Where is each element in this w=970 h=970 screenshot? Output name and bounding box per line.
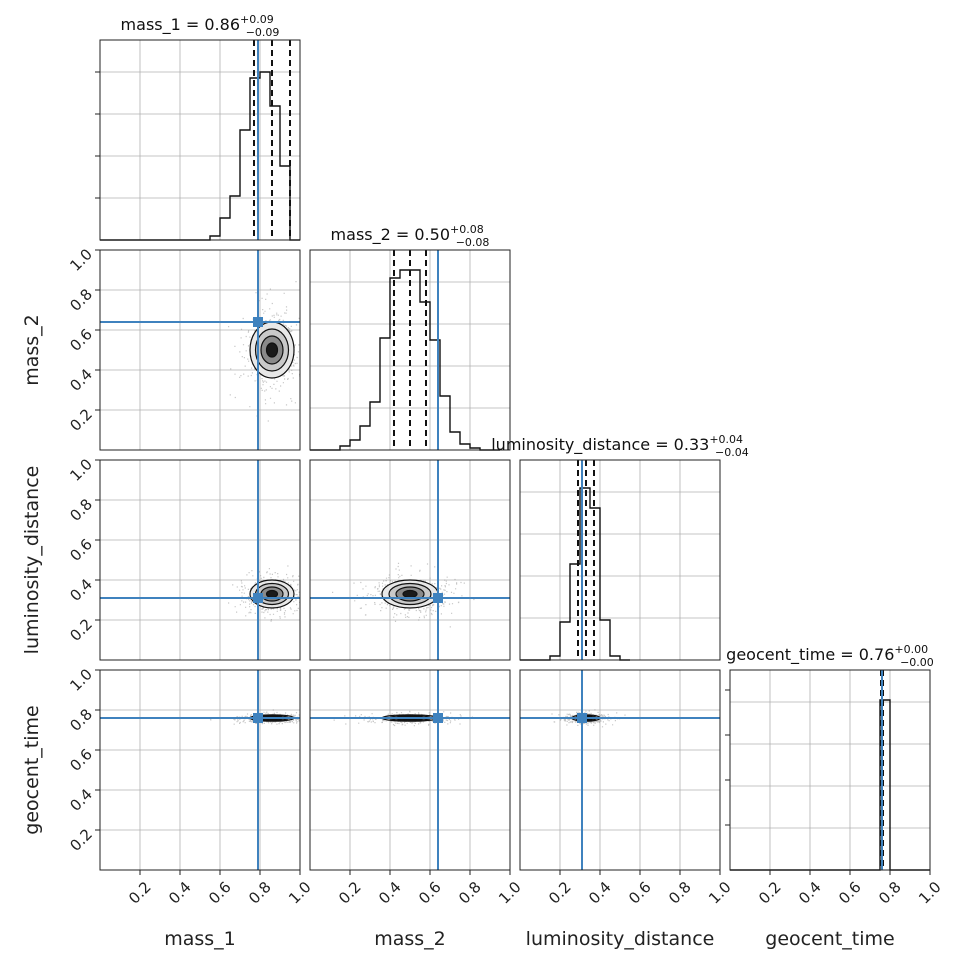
y-tick-label: 0.2 [66, 825, 96, 855]
axes-frame-1-1 [309, 249, 511, 451]
axes-frame-2-1 [309, 459, 511, 661]
y-tick-label: 1.0 [66, 665, 96, 695]
y-tick-label: 0.2 [66, 405, 96, 435]
title-mass_1: mass_1 = 0.86+0.09 −0.09 [121, 13, 280, 39]
truth-point [433, 713, 443, 723]
contour-level [265, 342, 279, 358]
y-tick-label: 0.6 [66, 535, 96, 565]
x-tick-label: 0.6 [625, 878, 655, 908]
y-axis-label-mass_2: mass_2 [21, 314, 43, 386]
x-tick-label: 0.8 [665, 878, 695, 908]
y-tick-label: 0.8 [66, 705, 96, 735]
y-tick-label: 0.2 [66, 615, 96, 645]
x-tick-label: 0.2 [125, 878, 155, 908]
x-tick-label: 0.2 [335, 878, 365, 908]
x-tick-label: 1.0 [915, 878, 945, 908]
axes-frame-3-3 [729, 669, 931, 871]
x-tick-label: 0.6 [205, 878, 235, 908]
y-tick-label: 1.0 [66, 455, 96, 485]
density-mass_1-luminosity_distance [228, 565, 300, 622]
x-tick-label: 0.8 [455, 878, 485, 908]
x-tick-label: 1.0 [285, 878, 315, 908]
axes-frame-2-2 [519, 459, 721, 661]
y-tick-label: 0.6 [66, 325, 96, 355]
axes-frame-3-2 [519, 669, 721, 871]
histogram-geocent_time [730, 699, 930, 871]
x-axis-label-mass_1: mass_1 [164, 928, 236, 950]
x-tick-label: 0.8 [875, 878, 905, 908]
axes-frame-3-0 [99, 669, 301, 871]
sample-points [228, 565, 300, 622]
title-luminosity_distance: luminosity_distance = 0.33+0.04 −0.04 [491, 433, 749, 459]
axes-frame-0-0 [99, 39, 301, 241]
x-axis-label-geocent_time: geocent_time [765, 928, 894, 950]
x-axis-label-mass_2: mass_2 [374, 928, 446, 950]
contour-level [265, 589, 279, 599]
axes-frame-3-1 [309, 669, 511, 871]
axes-frame-2-0 [99, 459, 301, 661]
x-tick-label: 0.4 [585, 878, 615, 908]
x-tick-label: 0.8 [245, 878, 275, 908]
density-mass_1-mass_2 [228, 281, 300, 422]
density-mass_2-luminosity_distance [332, 562, 475, 628]
x-tick-label: 1.0 [495, 878, 525, 908]
histogram-luminosity_distance [520, 487, 630, 661]
histogram-mass_1 [100, 71, 300, 241]
x-tick-label: 0.6 [415, 878, 445, 908]
y-tick-label: 0.4 [66, 785, 96, 815]
y-tick-label: 0.4 [66, 575, 96, 605]
x-tick-label: 1.0 [705, 878, 735, 908]
x-tick-label: 0.4 [375, 878, 405, 908]
truth-point [253, 317, 263, 327]
axes-frame-1-0 [99, 249, 301, 451]
y-tick-label: 0.8 [66, 285, 96, 315]
x-tick-label: 0.6 [835, 878, 865, 908]
x-axis-label-luminosity_distance: luminosity_distance [526, 928, 715, 950]
truth-point [433, 593, 443, 603]
truth-point [253, 713, 263, 723]
truth-point [577, 713, 587, 723]
y-tick-label: 0.4 [66, 365, 96, 395]
title-geocent_time: geocent_time = 0.76+0.00 −0.00 [726, 643, 934, 669]
truth-point [253, 593, 263, 603]
y-axis-label-geocent_time: geocent_time [21, 705, 43, 834]
y-tick-label: 0.8 [66, 495, 96, 525]
histogram-mass_2 [310, 269, 500, 451]
x-tick-label: 0.2 [755, 878, 785, 908]
y-axis-label-luminosity_distance: luminosity_distance [21, 466, 43, 655]
x-tick-label: 0.4 [165, 878, 195, 908]
x-tick-label: 0.4 [795, 878, 825, 908]
y-tick-label: 0.6 [66, 745, 96, 775]
y-tick-label: 1.0 [66, 245, 96, 275]
contour-level [402, 589, 418, 599]
title-mass_2: mass_2 = 0.50+0.08 −0.08 [331, 223, 490, 249]
x-tick-label: 0.2 [545, 878, 575, 908]
